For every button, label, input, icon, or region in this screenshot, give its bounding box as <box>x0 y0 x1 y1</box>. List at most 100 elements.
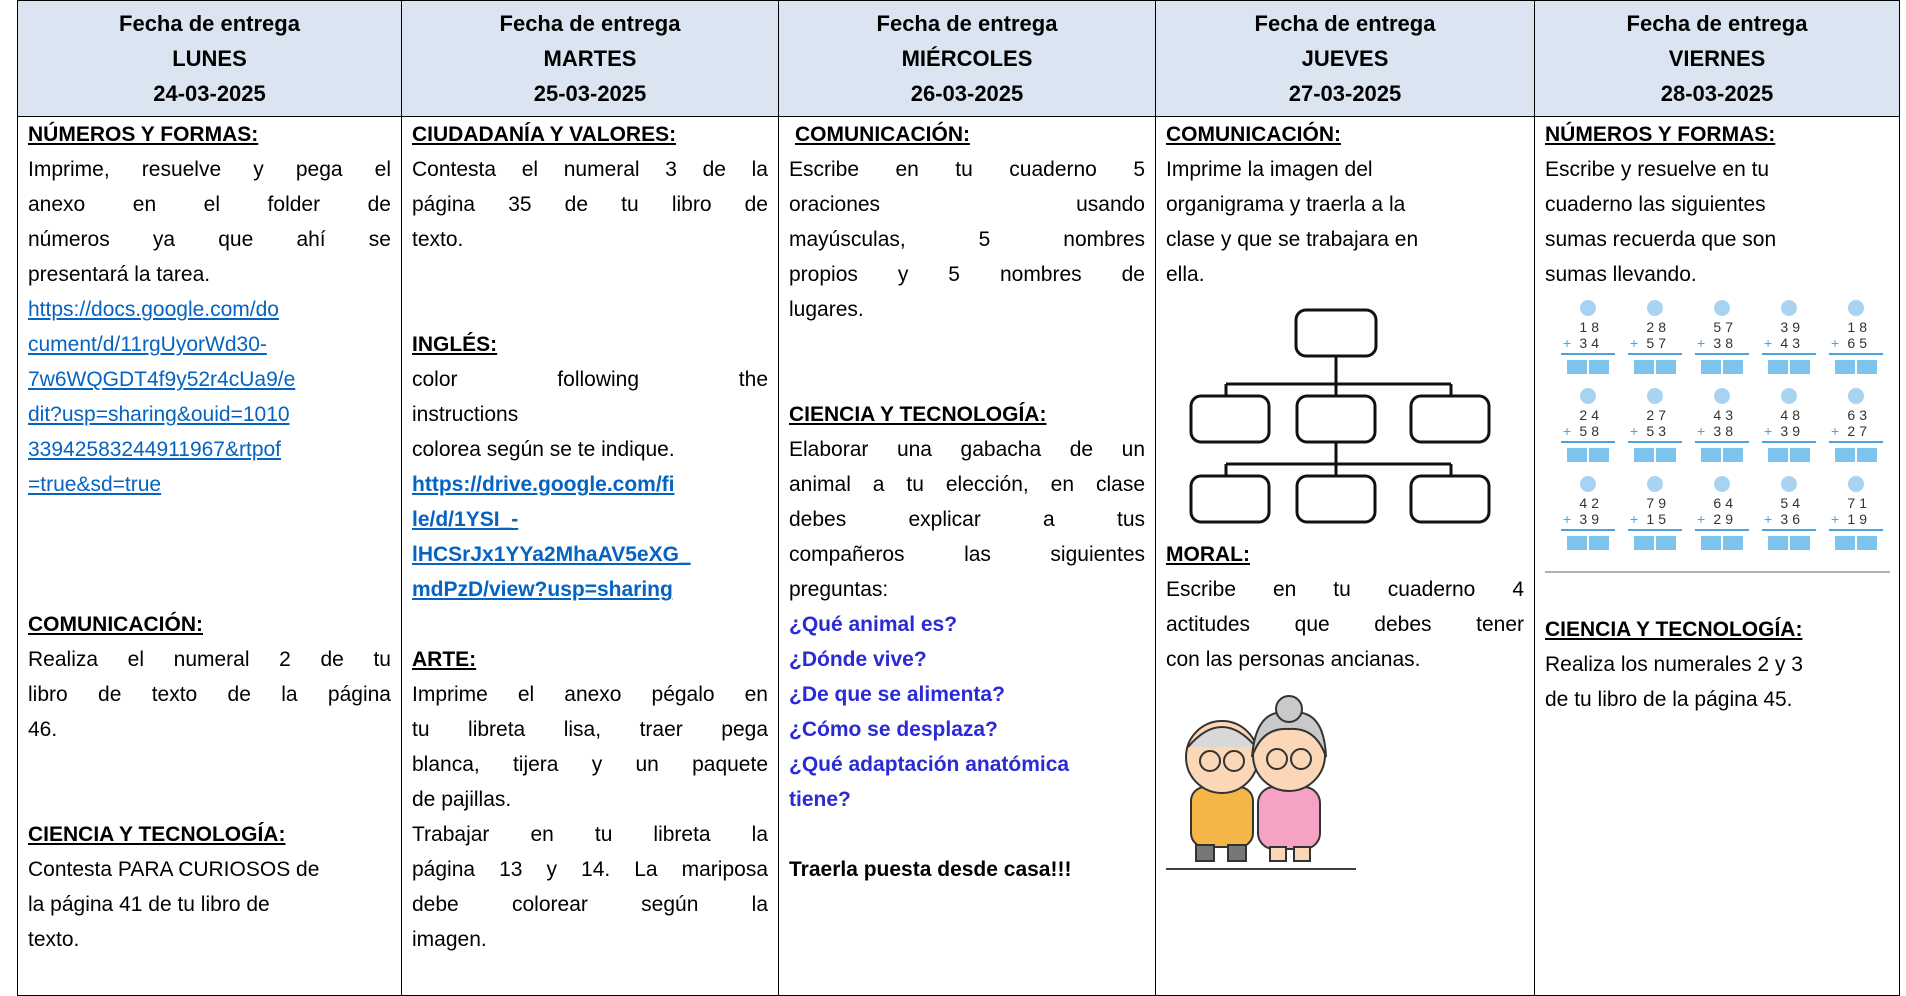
link-line[interactable]: mdPzD/view?usp=sharing <box>412 578 673 601</box>
link-line[interactable]: le/d/1YSI_- <box>412 508 519 531</box>
link-line[interactable]: cument/d/11rgUyorWd30- <box>28 333 267 356</box>
link-line[interactable]: dit?usp=sharing&ouid=1010 <box>28 403 290 426</box>
link-line[interactable]: =true&sd=true <box>28 473 162 496</box>
body-row: NÚMEROS Y FORMAS: Imprime, resuelve y pe… <box>17 116 1900 996</box>
addend: 28 <box>1646 319 1670 335</box>
addend: 38 <box>1713 335 1737 351</box>
subject: NÚMEROS Y FORMAS: <box>28 123 259 146</box>
answer-box <box>1701 360 1721 374</box>
addend: 38 <box>1713 423 1737 439</box>
text-line: la página 41 de tu libro de <box>28 893 270 916</box>
addend: 57 <box>1713 319 1737 335</box>
bubble <box>1848 388 1864 404</box>
link-line[interactable]: lHCSrJx1YYa2MhaAV5eXG_ <box>412 543 691 566</box>
text-line: Escribe en tu cuaderno 5 <box>789 158 1145 181</box>
closing-note: Traerla puesta desde casa!!! <box>789 858 1072 881</box>
text-line: oraciones usando <box>789 193 1145 216</box>
answer-box <box>1656 536 1676 550</box>
addend: 48 <box>1780 407 1804 423</box>
addend: 71 <box>1847 495 1871 511</box>
body-cell: COMUNICACIÓN: Imprime la imagen del orga… <box>1155 116 1535 996</box>
question: ¿Cómo se desplaza? <box>789 718 998 741</box>
text-line: compañeros las siguientes <box>789 543 1145 566</box>
text-line: animal a tu elección, en clase <box>789 473 1145 496</box>
text-line: números ya que ahí se <box>28 228 391 251</box>
bubble <box>1580 388 1596 404</box>
text-line: propios y 5 nombres de <box>789 263 1145 286</box>
header-label: Fecha de entrega <box>119 11 300 36</box>
text-line: debe colorear según la <box>412 893 768 916</box>
answer-box <box>1857 536 1877 550</box>
subject: ARTE: <box>412 648 477 671</box>
bubble <box>1580 300 1596 316</box>
operator: + <box>1630 511 1638 527</box>
elderly-couple-image <box>1185 695 1327 862</box>
text-line: texto. <box>28 928 80 951</box>
addend: 34 <box>1579 335 1603 351</box>
text-line: texto. <box>412 228 464 251</box>
subject: NÚMEROS Y FORMAS: <box>1545 123 1776 146</box>
link-line[interactable]: 33942583244911967&rtpof <box>28 438 282 461</box>
bubble <box>1714 300 1730 316</box>
text-line: instructions <box>412 403 519 426</box>
header-date: 24-03-2025 <box>153 81 266 106</box>
link-line[interactable]: https://docs.google.com/do <box>28 298 279 321</box>
bubble <box>1848 300 1864 316</box>
text-line: actitudes que debes tener <box>1166 613 1524 636</box>
addend: 53 <box>1646 423 1670 439</box>
addend: 42 <box>1579 495 1603 511</box>
addend: 57 <box>1646 335 1670 351</box>
addend: 39 <box>1579 511 1603 527</box>
operator: + <box>1563 335 1571 351</box>
header-day: JUEVES <box>1301 46 1389 71</box>
answer-box <box>1634 448 1654 462</box>
addend: 63 <box>1847 407 1871 423</box>
answer-box <box>1768 448 1788 462</box>
text-line: color following the <box>412 368 768 391</box>
answer-box <box>1656 448 1676 462</box>
answer-box <box>1768 360 1788 374</box>
text-line: Elaborar una gabacha de un <box>789 438 1145 461</box>
header-label: Fecha de entrega <box>876 11 1058 36</box>
operator: + <box>1697 423 1705 439</box>
operator: + <box>1831 511 1839 527</box>
body-cell: CIUDADANÍA Y VALORES: Contesta el numera… <box>401 116 779 996</box>
text-line: Imprime la imagen del <box>1166 158 1373 181</box>
header-date: 28-03-2025 <box>1660 81 1774 106</box>
subject: INGLÉS: <box>412 333 498 356</box>
header-day: MIÉRCOLES <box>901 46 1033 71</box>
text-line: de pajillas. <box>412 788 512 811</box>
answer-box <box>1723 448 1743 462</box>
header-date: 25-03-2025 <box>533 81 647 106</box>
operator: + <box>1764 423 1772 439</box>
text-line: de tu libro de la página 45. <box>1545 688 1793 711</box>
answer-box <box>1589 360 1609 374</box>
operator: + <box>1697 335 1705 351</box>
header-cell: Fecha de entrega JUEVES 27-03-2025 <box>1155 0 1535 117</box>
question: ¿Dónde vive? <box>789 648 927 671</box>
answer-box <box>1723 536 1743 550</box>
header-day: MARTES <box>543 46 637 71</box>
addend: 58 <box>1579 423 1603 439</box>
text-line: sumas recuerda que son <box>1545 228 1777 251</box>
answer-box <box>1857 360 1877 374</box>
addend: 64 <box>1713 495 1737 511</box>
bubble <box>1647 300 1663 316</box>
link-line[interactable]: https://drive.google.com/fi <box>412 473 675 496</box>
bubble <box>1848 476 1864 492</box>
text-line: libro de texto de la página <box>28 683 391 706</box>
addition-worksheet: 18 + 34 28 + 57 57 + 38 39 + 43 18 + 65 24 + 58 27 + 53 43 + 38… <box>1545 300 1890 573</box>
addend: 36 <box>1780 511 1804 527</box>
subject: COMUNICACIÓN: <box>1166 123 1341 146</box>
link-line[interactable]: 7w6WQGDT4f9y52r4cUa9/e <box>28 368 296 391</box>
header-cell: Fecha de entrega MARTES 25-03-2025 <box>401 0 779 117</box>
operator: + <box>1630 423 1638 439</box>
header-cell: Fecha de entrega MIÉRCOLES 26-03-2025 <box>778 0 1156 117</box>
bubble <box>1781 476 1797 492</box>
question: ¿Qué adaptación anatómica <box>789 753 1070 776</box>
text-line: Escribe y resuelve en tu <box>1545 158 1770 181</box>
header-date: 26-03-2025 <box>910 81 1024 106</box>
header-cell: Fecha de entrega LUNES 24-03-2025 <box>17 0 402 117</box>
header-label: Fecha de entrega <box>499 11 681 36</box>
bubble <box>1580 476 1596 492</box>
